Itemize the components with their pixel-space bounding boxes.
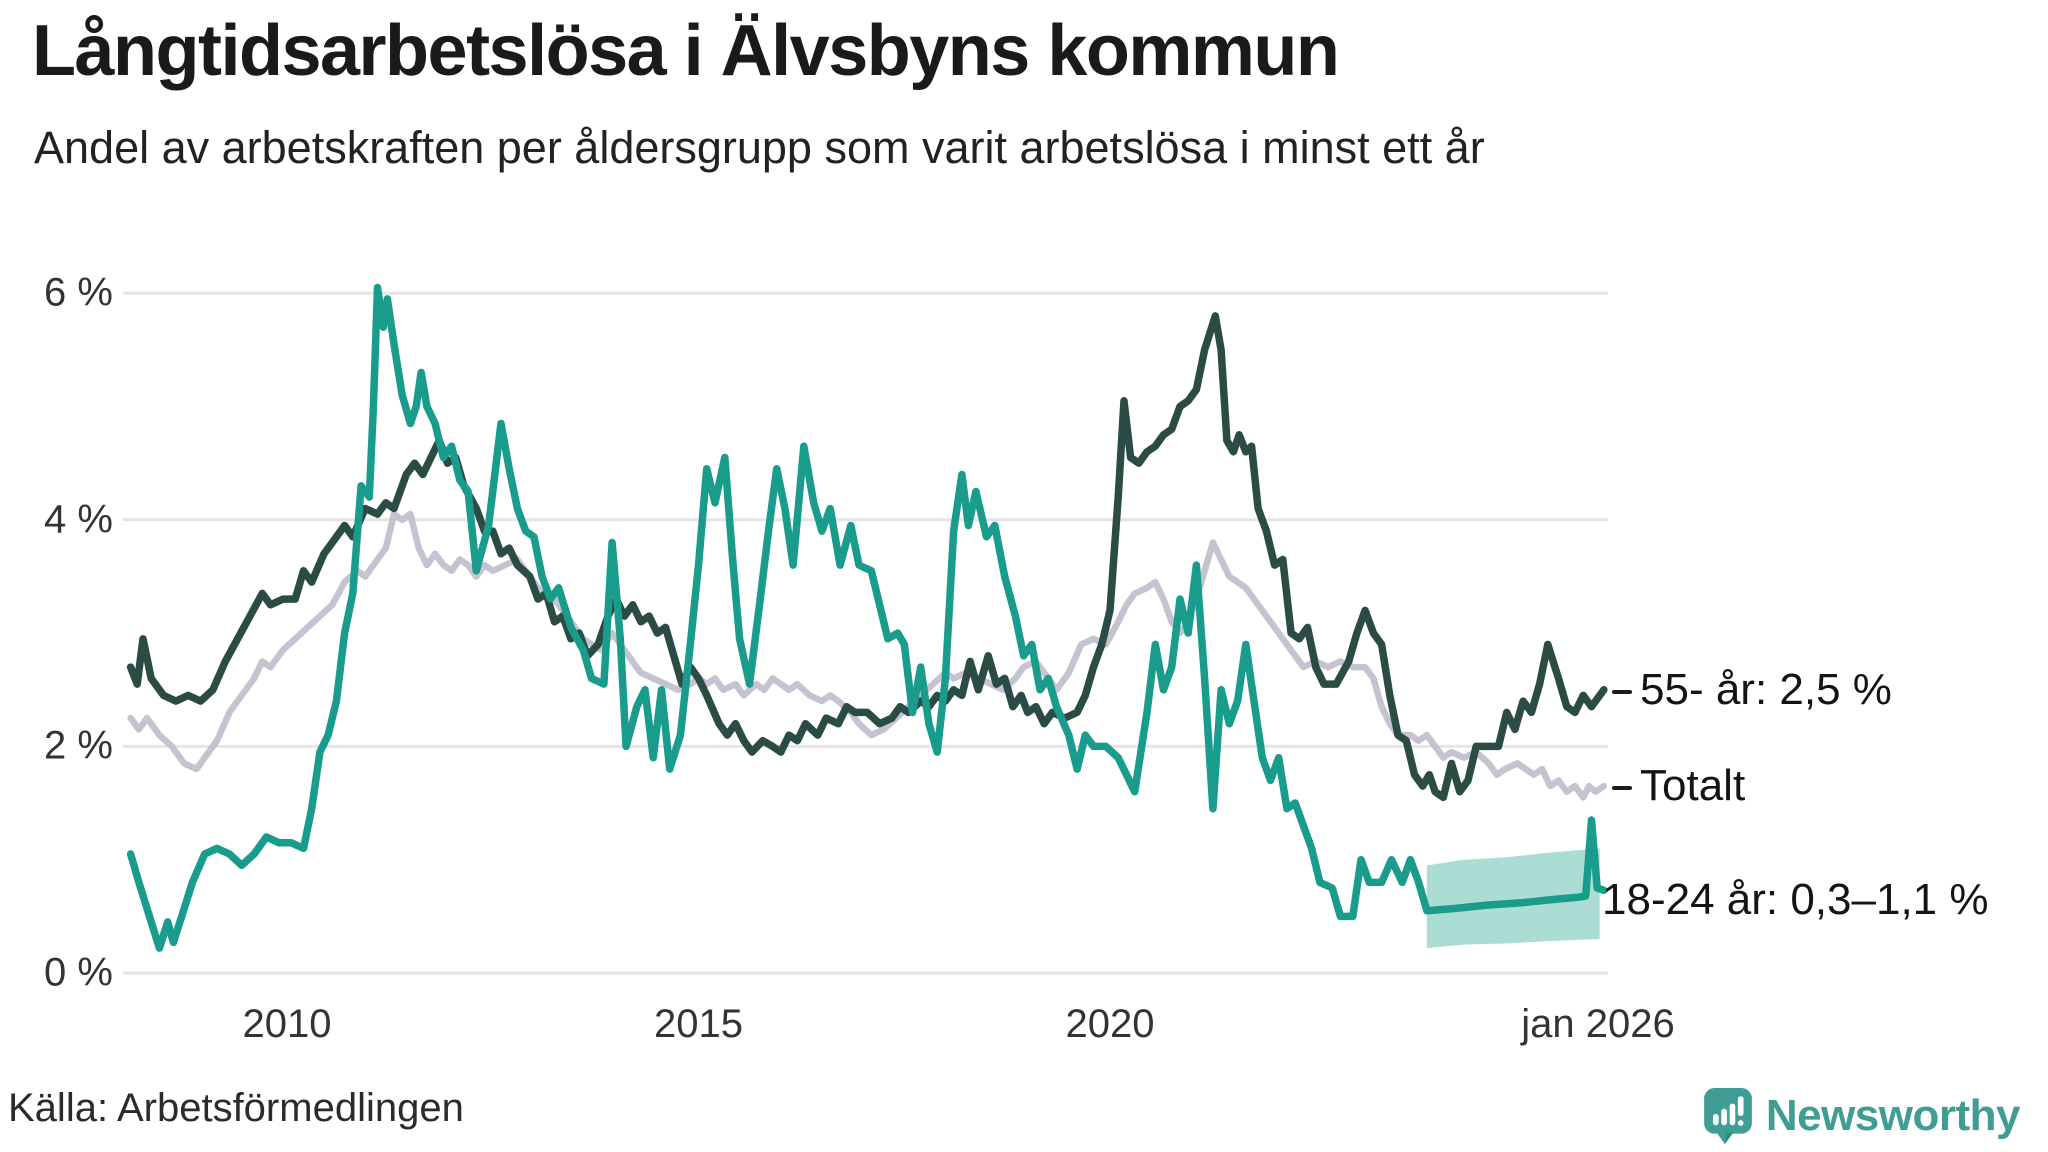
x-tick-label: 2010: [242, 1002, 332, 1046]
y-tick-label: 6 %: [44, 270, 113, 315]
newsworthy-logo: Newsworthy: [1703, 1088, 2021, 1144]
source-attribution: Källa: Arbetsförmedlingen: [8, 1086, 464, 1130]
newsworthy-wordmark: Newsworthy: [1765, 1091, 2021, 1140]
series-label-55-plus: 55- år: 2,5 %: [1612, 665, 1892, 715]
x-tick-label: jan 2026: [1521, 1002, 1675, 1046]
y-tick-label: 4 %: [44, 497, 113, 542]
confidence-band-age-18-24: [1426, 848, 1600, 949]
newsworthy-chart-bubble-icon: [1703, 1088, 1752, 1144]
series-line-age-18-24: [126, 283, 1608, 952]
x-tick-label: 2020: [1065, 1002, 1155, 1046]
series-line-total: [127, 510, 1608, 801]
series-label-total: Totalt: [1612, 761, 1745, 811]
chart-subtitle: Andel av arbetskraften per åldersgrupp s…: [34, 122, 1485, 173]
series-line-age-55-plus: [126, 312, 1608, 802]
y-tick-label: 2 %: [44, 723, 113, 768]
y-tick-label: 0 %: [44, 950, 113, 995]
page-title: Långtidsarbetslösa i Älvsbyns kommun: [32, 11, 1340, 91]
series-label-18-24: 18-24 år: 0,3–1,1 %: [1602, 875, 1989, 924]
x-tick-label: 2015: [654, 1002, 743, 1046]
